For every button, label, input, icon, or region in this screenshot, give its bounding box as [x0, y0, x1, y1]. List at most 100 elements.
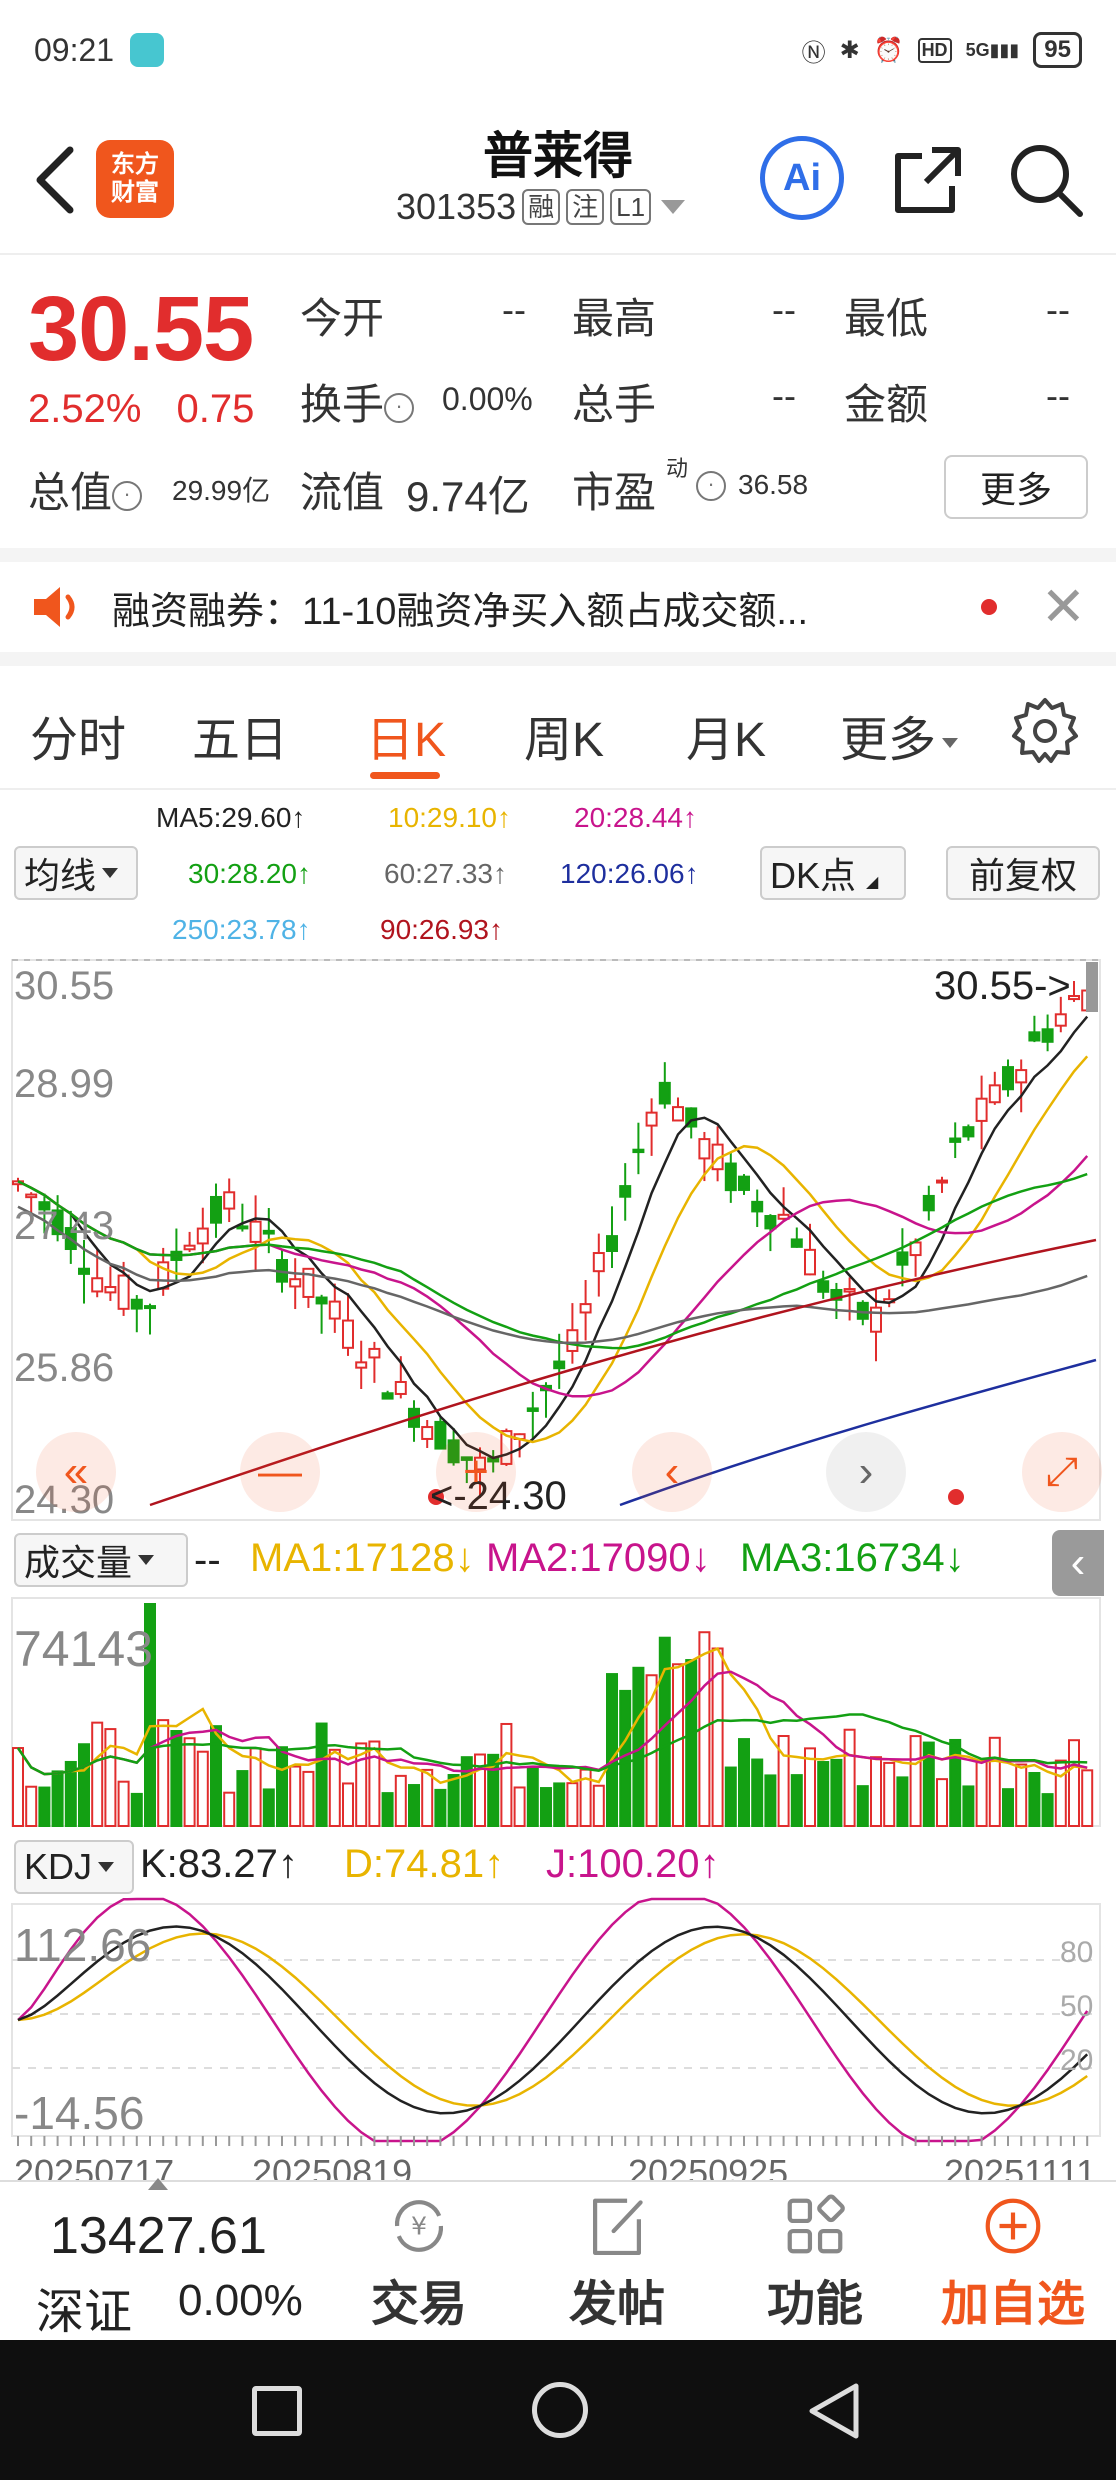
volume-bar [513, 1786, 526, 1827]
back-button[interactable] [24, 140, 84, 220]
candle-body [1015, 1069, 1028, 1084]
nav-label-trade: 交易 [370, 2278, 467, 2331]
nav-functions[interactable]: 功能 [740, 2194, 890, 2334]
candle-body [342, 1319, 354, 1349]
volume-bar [975, 1759, 988, 1828]
recents-button[interactable] [252, 2386, 302, 2436]
bluetooth-icon: ✱ [839, 36, 860, 64]
app-logo[interactable]: 东方 财富 [96, 140, 174, 218]
fullscreen-button[interactable]: ⤢ [1022, 1432, 1102, 1512]
volume-indicator-select[interactable]: 成交量 [14, 1533, 188, 1587]
home-button[interactable] [532, 2382, 588, 2438]
volume-bar [1081, 1769, 1094, 1828]
share-button[interactable] [888, 140, 968, 220]
candle-body [1041, 1028, 1054, 1043]
price-change: 2.52% 0.75 [28, 387, 254, 432]
chevron-up-icon [148, 2178, 168, 2190]
candle-body [751, 1200, 764, 1213]
chevron-down-icon [661, 200, 686, 214]
kdj-ref-80: 80 [1060, 1936, 1094, 1969]
volume-bar [685, 1659, 698, 1827]
zoom-out-button[interactable]: — [240, 1432, 320, 1512]
status-bar: 09:21 Ⓝ ✱ ⏰ HD 5G▮▮▮ 95 [0, 0, 1116, 100]
nav-post[interactable]: 发帖 [542, 2194, 692, 2334]
volume-bar [130, 1792, 143, 1828]
back-nav-button[interactable] [806, 2382, 862, 2440]
index-widget[interactable]: 13427.61 深证 0.00% [0, 2178, 330, 2342]
tab-monthly-k[interactable]: 月K [686, 714, 767, 767]
candle-body [830, 1288, 843, 1301]
rewind-button[interactable]: « [36, 1432, 116, 1512]
candle-body [804, 1248, 816, 1276]
ai-button[interactable]: Ai [760, 136, 844, 220]
trade-icon: ¥ [394, 2200, 444, 2252]
candle-body [566, 1329, 579, 1352]
volume-bar [936, 1778, 948, 1828]
chevron-left-icon: ‹ [1070, 1538, 1086, 1587]
y-label-3: 27.43 [14, 1204, 115, 1248]
next-button[interactable]: › [826, 1432, 906, 1512]
candle-body [434, 1420, 447, 1450]
candle-body [870, 1306, 882, 1333]
info-icon[interactable]: · [112, 480, 143, 511]
candle-body [513, 1433, 526, 1441]
ma250-value: 250:23.78↑ [172, 914, 311, 945]
candle-body [262, 1229, 275, 1235]
volume-bar [553, 1782, 566, 1827]
candle-body [117, 1274, 130, 1310]
volume-bar [474, 1753, 486, 1828]
info-icon[interactable]: · [696, 471, 726, 501]
volume-bar [856, 1785, 869, 1828]
ma90-value: 90:26.93↑ [380, 914, 503, 945]
tab-intraday[interactable]: 分时 [30, 714, 127, 767]
volume-bar [738, 1738, 750, 1828]
candle-body [856, 1301, 869, 1320]
tab-five-day[interactable]: 五日 [192, 714, 289, 767]
notice-bar[interactable]: 融资融券：11-10融资净买入额占成交额... ✕ [0, 548, 1116, 666]
volume-bar [500, 1722, 513, 1827]
ma-line [17, 1155, 1089, 1398]
volume-label: 总手 [572, 381, 657, 428]
dk-point-select[interactable]: DK点 ◢ [760, 846, 906, 900]
adjust-select[interactable]: 前复权 [946, 846, 1100, 900]
nav-add-watchlist[interactable]: 加自选 [938, 2194, 1088, 2334]
candle-body [196, 1227, 209, 1245]
candle-body [711, 1143, 724, 1171]
stock-code-row[interactable]: 301353 融 注 L1 [396, 186, 686, 228]
prev-button[interactable]: ‹ [632, 1432, 712, 1512]
gear-icon[interactable] [1010, 696, 1080, 766]
nav-label-functions: 功能 [766, 2278, 863, 2331]
volume-bar [25, 1785, 38, 1828]
volume-ma-line [16, 1713, 1088, 1776]
ma-select[interactable]: 均线 [14, 846, 138, 900]
search-button[interactable] [1006, 140, 1086, 220]
zoom-in-button[interactable]: + [436, 1432, 516, 1512]
volume-bar [645, 1674, 658, 1827]
close-icon[interactable]: ✕ [1040, 577, 1086, 637]
candle-body [276, 1259, 288, 1283]
info-icon[interactable]: · [384, 392, 415, 423]
volume-bar [592, 1784, 605, 1828]
volume-bar [870, 1756, 882, 1827]
tab-more[interactable]: 更多 [840, 700, 959, 770]
candle-body [25, 1193, 38, 1199]
candle-body [144, 1305, 156, 1310]
search-icon [1011, 145, 1083, 217]
index-name: 深证 [36, 2286, 133, 2339]
tab-daily-k[interactable]: 日K [366, 714, 447, 767]
volume-bar [843, 1728, 856, 1828]
nav-trade[interactable]: ¥ 交易 [344, 2194, 494, 2334]
collapse-panel-button[interactable]: ‹ [1052, 1530, 1104, 1596]
candle-body [988, 1084, 1001, 1104]
turnover-label: 换手 · [300, 371, 415, 432]
kdj-indicator-select[interactable]: KDJ [14, 1840, 134, 1894]
expand-icon: ⤢ [1046, 1449, 1078, 1494]
status-time: 09:21 [34, 31, 115, 68]
candle-body [817, 1280, 830, 1293]
candle-body [289, 1278, 302, 1288]
more-button[interactable]: 更多 [944, 455, 1088, 519]
tab-weekly-k[interactable]: 周K [524, 714, 605, 767]
candle-body [1081, 989, 1094, 1012]
ma-line [17, 1055, 1089, 1444]
active-tab-indicator [370, 772, 440, 779]
